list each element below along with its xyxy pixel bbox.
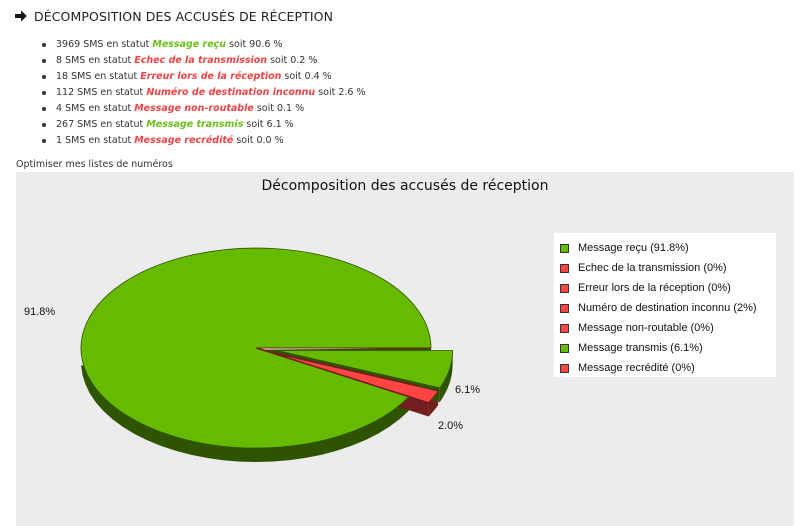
- status-list-item: 8 SMS en statut Echec de la transmission…: [42, 53, 366, 69]
- legend-label: Erreur lors de la réception (0%): [578, 282, 731, 294]
- legend-swatch: [560, 343, 569, 353]
- legend-label: Message non-routable (0%): [578, 322, 714, 334]
- status-list: 3969 SMS en statut Message reçu soit 90.…: [42, 37, 366, 149]
- status-label: Message reçu: [152, 39, 227, 50]
- status-label: Echec de la transmission: [134, 55, 268, 66]
- chart-title: Décomposition des accusés de réception: [261, 178, 549, 194]
- legend-swatch: [560, 323, 569, 333]
- arrow-right-icon: [15, 10, 27, 22]
- status-percent-text: soit 2.6 %: [315, 87, 366, 98]
- legend-swatch: [560, 363, 569, 373]
- status-list-item: 112 SMS en statut Numéro de destination …: [42, 85, 366, 101]
- status-count-text: 267 SMS en statut: [56, 119, 147, 130]
- chart-legend: Message reçu (91.8%) Echec de la transmis…: [554, 233, 776, 377]
- legend-item: Erreur lors de la réception (0%): [560, 278, 731, 298]
- status-list-item: 3969 SMS en statut Message reçu soit 90.…: [42, 37, 366, 53]
- legend-item: Message recrédité (0%): [560, 358, 695, 378]
- status-percent-text: soit 0.1 %: [253, 103, 305, 114]
- pie-slice: [255, 347, 409, 398]
- status-list-item: 18 SMS en statut Erreur lors de la récep…: [42, 69, 366, 85]
- legend-label: Echec de la transmission (0%): [578, 262, 727, 274]
- section-title: DÉCOMPOSITION DES ACCUSÉS DE RÉCEPTION: [34, 8, 334, 24]
- status-list-item: 1 SMS en statut Message recrédité soit 0…: [42, 133, 366, 149]
- status-count-text: 112 SMS en statut: [56, 87, 147, 98]
- status-label: Message non-routable: [134, 103, 254, 114]
- chart-panel: Décomposition des accusés de réception M…: [16, 172, 794, 526]
- pie-slice: [255, 347, 419, 386]
- pie-data-label: 91.8%: [24, 306, 56, 318]
- status-percent-text: soit 6.1 %: [243, 119, 294, 130]
- status-percent-text: soit 0.4 %: [281, 71, 332, 82]
- legend-swatch: [560, 263, 569, 273]
- status-label: Message transmis: [146, 119, 244, 130]
- pie-chart: [80, 247, 454, 462]
- optimize-numbers-link[interactable]: Optimiser mes listes de numéros: [16, 159, 173, 170]
- legend-swatch: [560, 303, 569, 313]
- legend-item: Message reçu (91.8%): [560, 238, 689, 258]
- status-count-text: 8 SMS en statut: [56, 55, 135, 66]
- pie-data-label: 6.1%: [455, 384, 481, 396]
- legend-item: Message transmis (6.1%): [560, 338, 703, 358]
- legend-label: Message recrédité (0%): [578, 362, 695, 374]
- pie-slice-side: [439, 350, 453, 402]
- status-list-item: 267 SMS en statut Message transmis soit …: [42, 117, 366, 133]
- status-count-text: 18 SMS en statut: [56, 71, 141, 82]
- pie-data-label: 2.0%: [438, 420, 464, 432]
- status-count-text: 4 SMS en statut: [56, 103, 135, 114]
- status-percent-text: soit 0.2 %: [267, 55, 318, 66]
- pie-slice: [277, 350, 454, 389]
- section-header: DÉCOMPOSITION DES ACCUSÉS DE RÉCEPTION: [14, 6, 333, 26]
- status-percent-text: soit 90.6 %: [226, 39, 283, 50]
- legend-item: Echec de la transmission (0%): [560, 258, 727, 278]
- status-label: Message recrédité: [134, 135, 234, 146]
- legend-swatch: [560, 243, 569, 253]
- status-label: Numéro de destination inconnu: [146, 87, 316, 98]
- status-list-item: 4 SMS en statut Message non-routable soi…: [42, 101, 366, 117]
- legend-item: Numéro de destination inconnu (2%): [560, 298, 757, 318]
- legend-label: Numéro de destination inconnu (2%): [578, 302, 757, 314]
- status-count-text: 3969 SMS en statut: [56, 39, 153, 50]
- status-percent-text: soit 0.0 %: [233, 135, 284, 146]
- status-count-text: 1 SMS en statut: [56, 135, 135, 146]
- status-label: Erreur lors de la réception: [140, 71, 282, 82]
- legend-item: Message non-routable (0%): [560, 318, 714, 338]
- legend-label: Message reçu (91.8%): [578, 242, 689, 254]
- legend-label: Message transmis (6.1%): [578, 342, 703, 354]
- pie-slice: [275, 353, 439, 403]
- legend-swatch: [560, 283, 569, 293]
